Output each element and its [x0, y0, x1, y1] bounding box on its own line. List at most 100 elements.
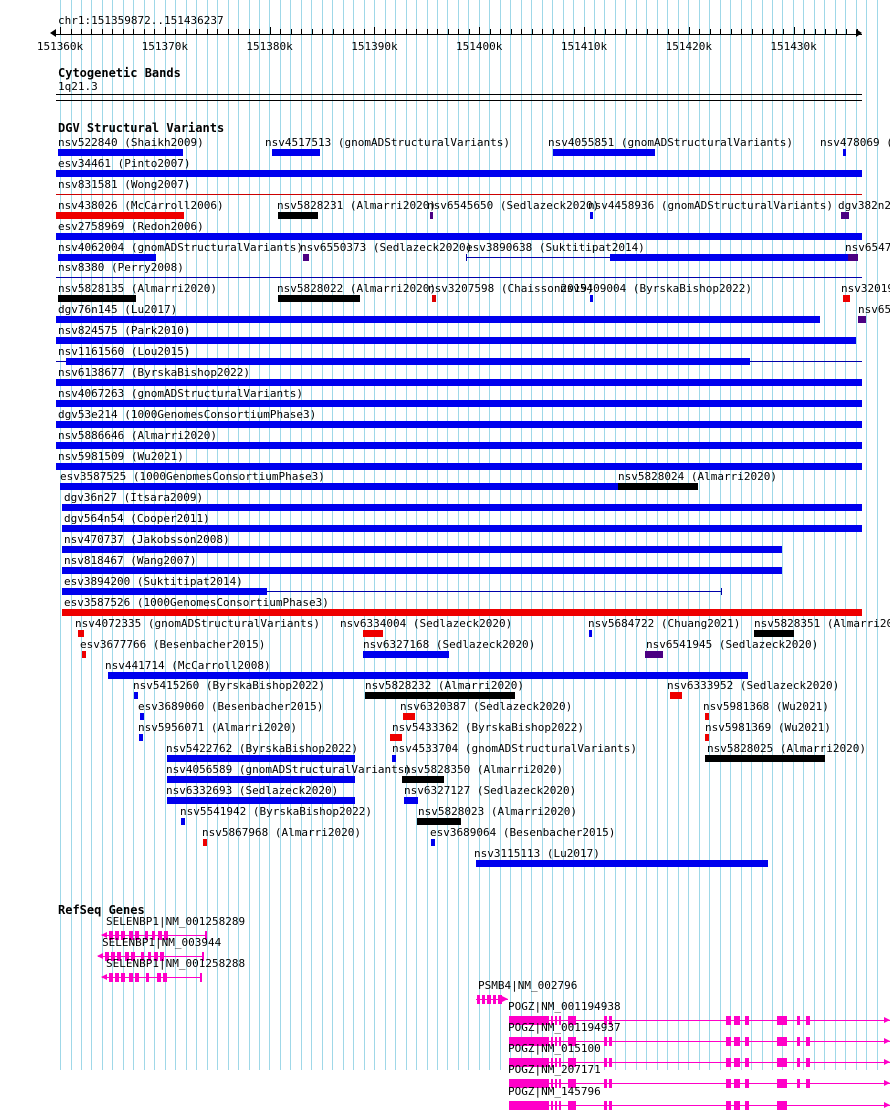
variant-bar[interactable] — [590, 211, 593, 219]
variant-bar[interactable] — [278, 211, 318, 219]
variant-label[interactable]: nsv5981509 (Wu2021) — [58, 449, 184, 463]
variant-bar[interactable] — [82, 650, 86, 658]
gene-exon[interactable] — [551, 1015, 553, 1025]
gene-exon[interactable] — [604, 1079, 607, 1089]
variant-bar[interactable] — [390, 734, 402, 742]
variant-bar[interactable] — [56, 316, 820, 324]
variant-bar[interactable] — [58, 149, 183, 156]
variant-label[interactable]: nsv5828024 (Almarri2020) — [618, 470, 777, 484]
variant-label[interactable]: nsv5886646 (Almarri2020) — [58, 428, 217, 442]
variant-bar[interactable] — [167, 796, 355, 804]
variant-label[interactable]: nsv6545650 (Sedlazeck2020) — [427, 198, 600, 212]
variant-label[interactable]: dgv76n145 (Lu2017) — [58, 303, 178, 317]
variant-bar[interactable] — [272, 149, 320, 156]
variant-label[interactable]: nsv5981368 (Wu2021) — [703, 700, 829, 714]
variant-bar[interactable] — [363, 650, 449, 658]
variant-label[interactable]: nsv5981369 (Wu2021) — [705, 721, 831, 735]
variant-bar[interactable] — [278, 295, 360, 303]
arrow-left-icon[interactable] — [50, 29, 56, 37]
variant-bar[interactable] — [754, 629, 794, 637]
variant-label[interactable]: nsv3207598 (Chaisson2019) — [428, 282, 594, 296]
gene-exon[interactable] — [163, 973, 167, 983]
variant-label[interactable]: nsv5828023 (Almarri2020) — [418, 804, 577, 818]
gene-exon[interactable] — [734, 1079, 740, 1089]
variant-label[interactable]: nsv522840 (Shaikh2009) — [58, 136, 204, 149]
gene-exon[interactable] — [129, 931, 133, 940]
gene-exon[interactable] — [777, 1037, 787, 1046]
variant-label[interactable]: nsv824575 (Park2010) — [58, 324, 191, 338]
gene-exon[interactable] — [105, 952, 109, 962]
gene-name-label[interactable]: SELENBP1|NM_001258289 — [106, 915, 246, 928]
gene-exon[interactable] — [509, 1100, 549, 1110]
gene-exon[interactable] — [604, 1037, 607, 1046]
gene-exon[interactable] — [604, 1015, 607, 1025]
gene-exon[interactable] — [745, 1058, 749, 1068]
variant-label[interactable]: esv3894200 (Suktitipat2014) — [64, 574, 243, 588]
variant-label[interactable]: esv34461 (Pinto2007) — [58, 156, 191, 170]
variant-bar[interactable] — [841, 211, 849, 219]
variant-label[interactable]: nsv8380 (Perry2008) — [58, 261, 184, 275]
variant-label[interactable]: nsv5956071 (Almarri2020) — [138, 721, 297, 735]
gene-exon[interactable] — [154, 952, 158, 962]
variant-label[interactable]: nsv5828135 (Almarri2020) — [58, 282, 217, 296]
variant-bar[interactable] — [60, 483, 618, 491]
variant-bar[interactable] — [610, 253, 850, 261]
variant-label[interactable]: dgv36n27 (Itsara2009) — [64, 491, 204, 505]
variant-bar[interactable] — [56, 441, 862, 449]
gene-exon[interactable] — [115, 931, 119, 940]
variant-label[interactable]: nsv6327127 (Sedlazeck2020) — [404, 783, 577, 797]
variant-bar[interactable] — [56, 211, 184, 219]
gene-exon[interactable] — [559, 1058, 561, 1068]
variant-label[interactable]: nsv4055851 (gnomADStructuralVariants) — [548, 136, 794, 149]
variant-bar[interactable] — [62, 546, 782, 554]
variant-label[interactable]: dgv564n54 (Cooper2011) — [64, 512, 210, 526]
variant-label[interactable]: esv2758969 (Redon2006) — [58, 219, 204, 233]
gene-exon[interactable] — [734, 1037, 740, 1046]
variant-bar[interactable] — [56, 420, 862, 428]
variant-label[interactable]: nsv441714 (McCarroll2008) — [105, 658, 271, 672]
gene-exon[interactable] — [734, 1015, 740, 1025]
gene-exon[interactable] — [109, 973, 113, 983]
variant-bar[interactable] — [56, 232, 862, 240]
gene-exon[interactable] — [509, 1015, 549, 1025]
variant-thin-line[interactable] — [64, 590, 721, 592]
variant-label[interactable]: nsv4458936 (gnomADStructuralVariants) — [588, 198, 834, 212]
gene-exon[interactable] — [745, 1100, 749, 1110]
variant-label[interactable]: nsv5828232 (Almarri2020) — [365, 679, 524, 693]
variant-label[interactable]: nsv5828350 (Almarri2020) — [404, 763, 563, 776]
gene-exon[interactable] — [115, 973, 119, 983]
gene-exon[interactable] — [559, 1015, 561, 1025]
variant-bar[interactable] — [62, 504, 862, 512]
variant-label[interactable]: nsv5828231 (Almarri2020) — [277, 198, 436, 212]
gene-exon[interactable] — [148, 952, 151, 962]
variant-bar[interactable] — [705, 734, 709, 742]
variant-bar[interactable] — [417, 817, 461, 825]
gene-exon[interactable] — [109, 931, 113, 940]
variant-bar[interactable] — [139, 734, 143, 742]
gene-exon[interactable] — [797, 1058, 800, 1068]
gene-exon[interactable] — [164, 931, 168, 940]
variant-label[interactable]: nsv654 — [858, 303, 890, 317]
variant-label[interactable]: nsv4533704 (gnomADStructuralVariants) — [392, 742, 638, 756]
gene-name-label[interactable]: SELENBP1|NM_001258288 — [106, 957, 246, 971]
gene-exon[interactable] — [568, 1100, 576, 1110]
gene-exon[interactable] — [555, 1058, 557, 1068]
gene-exon[interactable] — [806, 1037, 810, 1046]
variant-bar[interactable] — [167, 776, 355, 783]
variant-label[interactable]: nsv6541945 (Sedlazeck2020) — [646, 637, 819, 651]
variant-bar[interactable] — [140, 713, 144, 721]
gene-exon[interactable] — [609, 1015, 612, 1025]
variant-bar[interactable] — [62, 567, 782, 574]
gene-exon[interactable] — [609, 1058, 612, 1068]
variant-bar[interactable] — [56, 378, 862, 386]
gene-exon[interactable] — [141, 952, 144, 962]
gene-exon[interactable] — [726, 1079, 731, 1089]
gene-exon[interactable] — [777, 1015, 787, 1025]
gene-exon[interactable] — [559, 1037, 561, 1046]
gene-name-label[interactable]: POGZ|NM_001194938 — [508, 999, 621, 1013]
gene-exon[interactable] — [797, 1079, 800, 1089]
variant-label[interactable]: esv3587525 (1000GenomesConsortiumPhase3) — [60, 470, 325, 484]
variant-label[interactable]: nsv5422762 (ByrskaBishop2022) — [166, 742, 359, 756]
gene-exon[interactable] — [555, 1015, 557, 1025]
variant-bar[interactable] — [553, 149, 655, 156]
